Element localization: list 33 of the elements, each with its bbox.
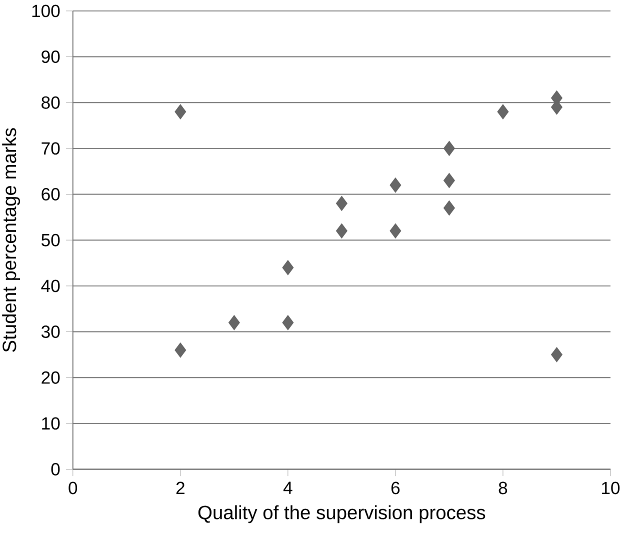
y-tick-label: 50 [42,234,60,246]
point [228,315,240,330]
point [282,260,294,276]
x-tick-label: 6 [391,482,400,494]
y-tick-label: 60 [42,188,60,201]
y-tick-label: 80 [42,96,60,109]
point [390,224,402,239]
point [443,173,455,188]
y-tick-label: 20 [42,372,60,384]
point [551,347,562,362]
y-tick-label: 0 [51,463,60,476]
x-tick-label: 2 [176,482,184,494]
point [174,342,186,358]
x-tick-label: 4 [283,482,292,494]
y-tick-label: 40 [41,280,60,292]
x-tick-label: 0 [68,482,78,494]
x-tick-label: 8 [498,482,508,494]
point [443,200,455,216]
point [336,196,348,212]
x-axis-title: Quality of the supervision process [198,505,486,524]
y-tick-label: 100 [32,4,60,18]
point [497,104,509,120]
y-tick-label: 90 [42,50,60,64]
point [390,178,402,193]
y-tick-label: 70 [42,142,60,155]
point [336,224,348,239]
x-tick-label: 10 [602,482,620,494]
point [282,315,294,330]
y-tick-label: 30 [41,326,60,338]
y-axis-title: Student percentage marks [2,128,20,352]
y-tick-label: 10 [42,417,60,430]
point [174,104,186,120]
point [443,141,455,156]
